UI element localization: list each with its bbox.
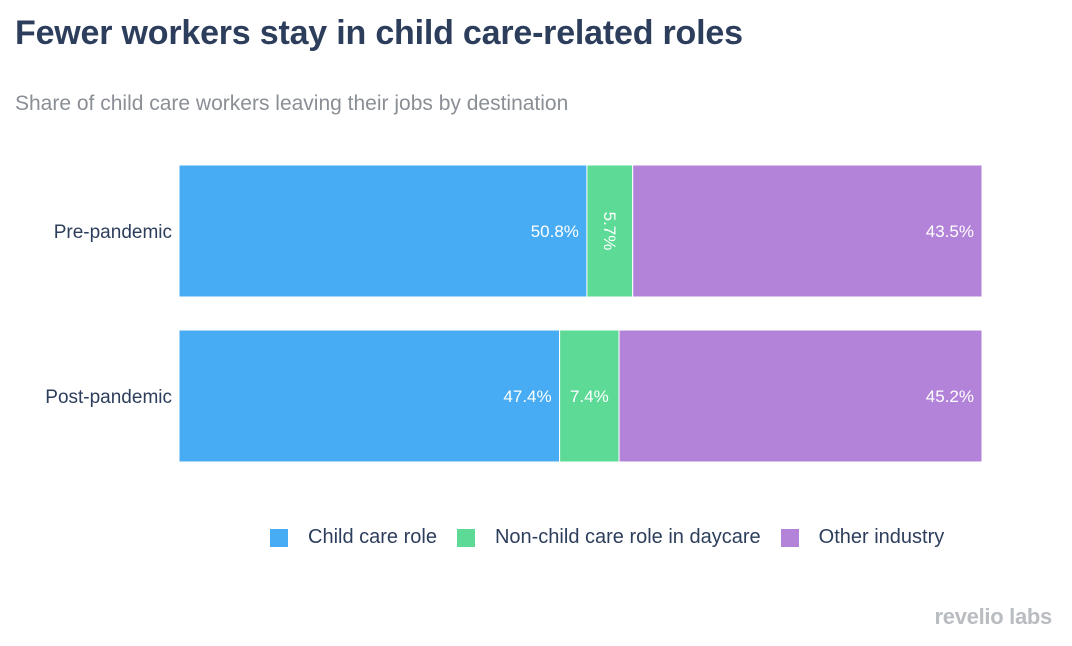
data-label-pre-pandemic-child-care-role: 50.8% <box>531 222 579 241</box>
legend-label: Non-child care role in daycare <box>494 526 761 548</box>
data-label-post-pandemic-other-industry: 45.2% <box>926 387 974 406</box>
bar-post-pandemic-child-care-role[interactable] <box>178 329 561 463</box>
chart-title: Fewer workers stay in child care-related… <box>15 14 743 52</box>
bar-post-pandemic-other-industry[interactable] <box>618 329 983 463</box>
bar-pre-pandemic-non-child-care-role-in-daycare[interactable] <box>586 164 634 298</box>
bar-post-pandemic-non-child-care-role-in-daycare[interactable] <box>559 329 620 463</box>
bar-pre-pandemic-other-industry[interactable] <box>632 164 983 298</box>
legend-swatch <box>270 528 288 547</box>
legend-swatch <box>780 528 799 547</box>
legend-item-other-industry[interactable]: Other industry <box>780 526 945 549</box>
data-label-post-pandemic-child-care-role: 47.4% <box>503 387 551 406</box>
legend-label: Child care role <box>308 526 437 548</box>
legend-item-non-child-care-role-in-daycare[interactable]: Non-child care role in daycare <box>456 526 761 549</box>
legend-swatch <box>456 528 475 547</box>
category-label-pre-pandemic: Pre-pandemic <box>54 222 172 243</box>
data-label-post-pandemic-non-child-care-role-in-daycare: 7.4% <box>570 387 609 406</box>
bar-pre-pandemic-child-care-role[interactable] <box>178 164 588 298</box>
legend: Child care role Non-child care role in da… <box>270 526 964 549</box>
category-label-post-pandemic: Post-pandemic <box>45 387 172 408</box>
chart-subtitle: Share of child care workers leaving thei… <box>15 92 569 115</box>
legend-label: Other industry <box>818 526 945 548</box>
data-label-pre-pandemic-non-child-care-role-in-daycare: 5.7% <box>600 212 619 251</box>
data-label-pre-pandemic-other-industry: 43.5% <box>926 222 974 241</box>
brand-logo: revelio labs <box>934 604 1053 629</box>
legend-item-child-care-role[interactable]: Child care role <box>270 526 437 549</box>
